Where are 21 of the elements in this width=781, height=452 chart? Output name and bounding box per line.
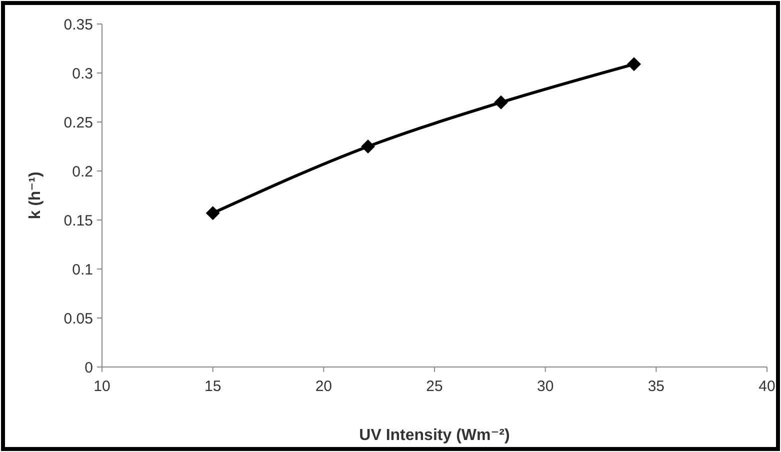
x-tick-label: 15	[204, 378, 222, 395]
y-tick-label: 0.05	[64, 310, 93, 328]
y-tick-label: 0.2	[72, 163, 93, 180]
point	[206, 206, 220, 220]
y-tick-label: 0	[84, 359, 93, 376]
y-tick-label: 0.35	[64, 16, 93, 34]
point	[361, 140, 375, 154]
y-tick-label: 0.25	[64, 114, 93, 132]
x-tick-label: 30	[536, 378, 554, 395]
x-axis-title: UV Intensity (Wm⁻²)	[359, 427, 510, 444]
x-tick-label: 25	[426, 378, 443, 395]
x-tick-label: 20	[315, 378, 332, 395]
y-tick-label: 0.3	[72, 65, 93, 82]
y-tick-label: 0.1	[72, 261, 93, 278]
x-tick-label: 40	[758, 378, 776, 395]
x-tick-label: 10	[94, 378, 110, 395]
x-tick-label: 35	[648, 378, 665, 395]
point	[494, 95, 508, 110]
y-axis-title: k (h⁻¹)	[27, 172, 44, 220]
y-tick-label: 0.15	[64, 212, 93, 230]
point	[627, 57, 641, 72]
